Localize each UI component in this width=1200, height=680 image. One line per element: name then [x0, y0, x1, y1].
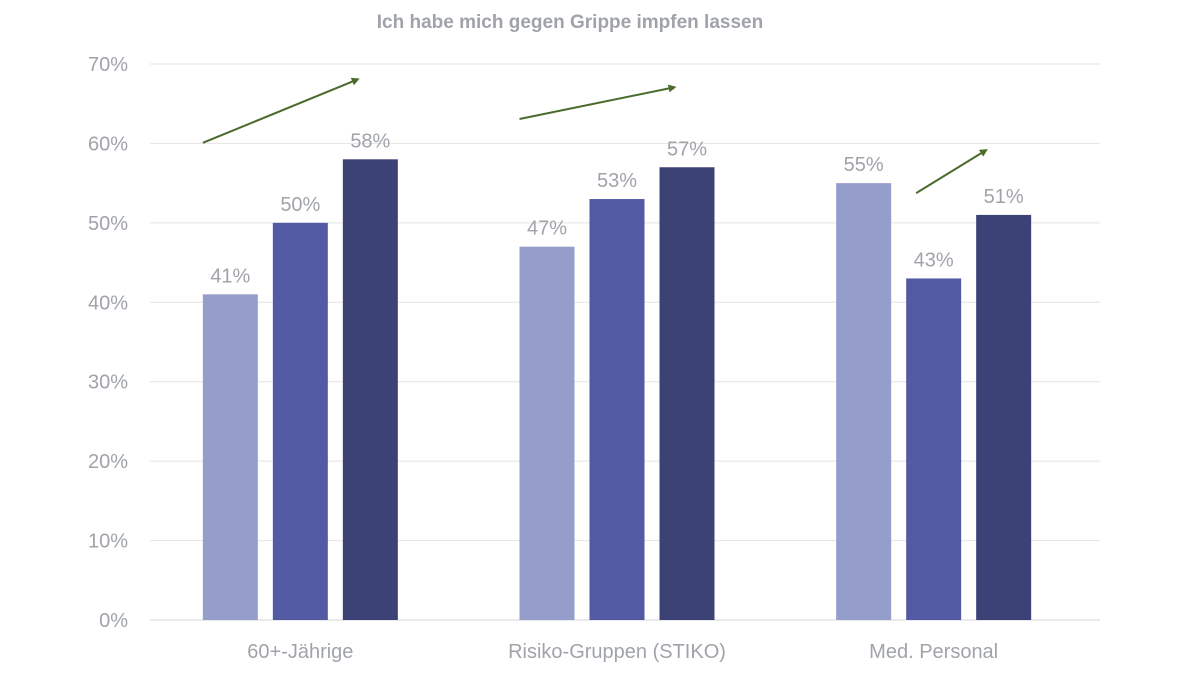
y-tick-label: 40% [88, 292, 128, 314]
data-label: 53% [597, 170, 637, 192]
data-label: 55% [844, 154, 884, 176]
bar [659, 167, 715, 620]
bar [202, 294, 258, 620]
y-tick-label: 50% [88, 213, 128, 235]
chart-title: Ich habe mich gegen Grippe impfen lassen [377, 12, 763, 33]
bar [976, 214, 1032, 620]
data-label: 41% [210, 265, 250, 287]
bar [342, 159, 398, 621]
data-label: 47% [527, 218, 567, 240]
x-tick-label: 60+-Jährige [247, 641, 353, 663]
x-tick-label: Risiko-Gruppen (STIKO) [508, 641, 726, 663]
bar [836, 183, 892, 620]
data-label: 43% [914, 249, 954, 271]
data-label: 50% [280, 194, 320, 216]
trend-arrow-icon [202, 77, 360, 144]
x-tick-label: Med. Personal [869, 641, 998, 663]
y-tick-label: 0% [99, 610, 128, 632]
data-label: 51% [984, 186, 1024, 208]
y-tick-label: 60% [88, 133, 128, 155]
trend-arrow-icon [915, 149, 988, 194]
bar [589, 199, 645, 620]
y-tick-label: 70% [88, 54, 128, 76]
data-label: 57% [667, 138, 707, 160]
bar [519, 246, 575, 620]
y-tick-label: 30% [88, 372, 128, 394]
data-label: 58% [350, 130, 390, 152]
y-tick-label: 10% [88, 531, 128, 553]
bar [906, 278, 962, 620]
bar [272, 222, 328, 620]
trend-arrow-icon [519, 84, 677, 121]
y-tick-label: 20% [88, 451, 128, 473]
